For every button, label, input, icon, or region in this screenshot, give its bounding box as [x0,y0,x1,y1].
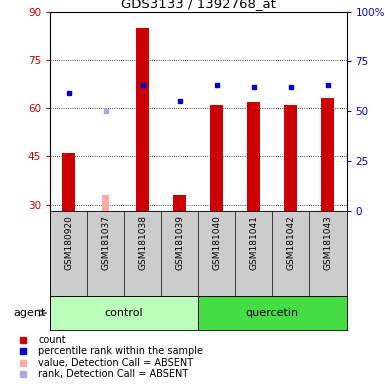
Text: GSM181038: GSM181038 [138,215,147,270]
Text: agent: agent [14,308,46,318]
Bar [62,153,75,211]
Bar [321,98,335,211]
Text: GSM181043: GSM181043 [323,215,333,270]
Bar [285,105,297,211]
Text: GSM181039: GSM181039 [175,215,184,270]
Bar [136,28,149,211]
Bar [50,296,198,330]
Text: GSM180920: GSM180920 [64,215,73,270]
Text: value, Detection Call = ABSENT: value, Detection Call = ABSENT [38,358,194,368]
Text: GSM181037: GSM181037 [101,215,110,270]
Text: GSM181042: GSM181042 [286,215,295,270]
Text: count: count [38,335,66,345]
Title: GDS3133 / 1392768_at: GDS3133 / 1392768_at [121,0,276,10]
Text: GSM181041: GSM181041 [249,215,258,270]
Text: control: control [105,308,144,318]
Bar [198,296,346,330]
Bar [210,105,223,211]
Text: GSM181040: GSM181040 [212,215,221,270]
Bar [173,195,186,211]
Text: percentile rank within the sample: percentile rank within the sample [38,346,204,356]
Bar [248,102,260,211]
Text: rank, Detection Call = ABSENT: rank, Detection Call = ABSENT [38,369,189,379]
Bar [102,195,109,211]
Text: quercetin: quercetin [246,308,299,318]
